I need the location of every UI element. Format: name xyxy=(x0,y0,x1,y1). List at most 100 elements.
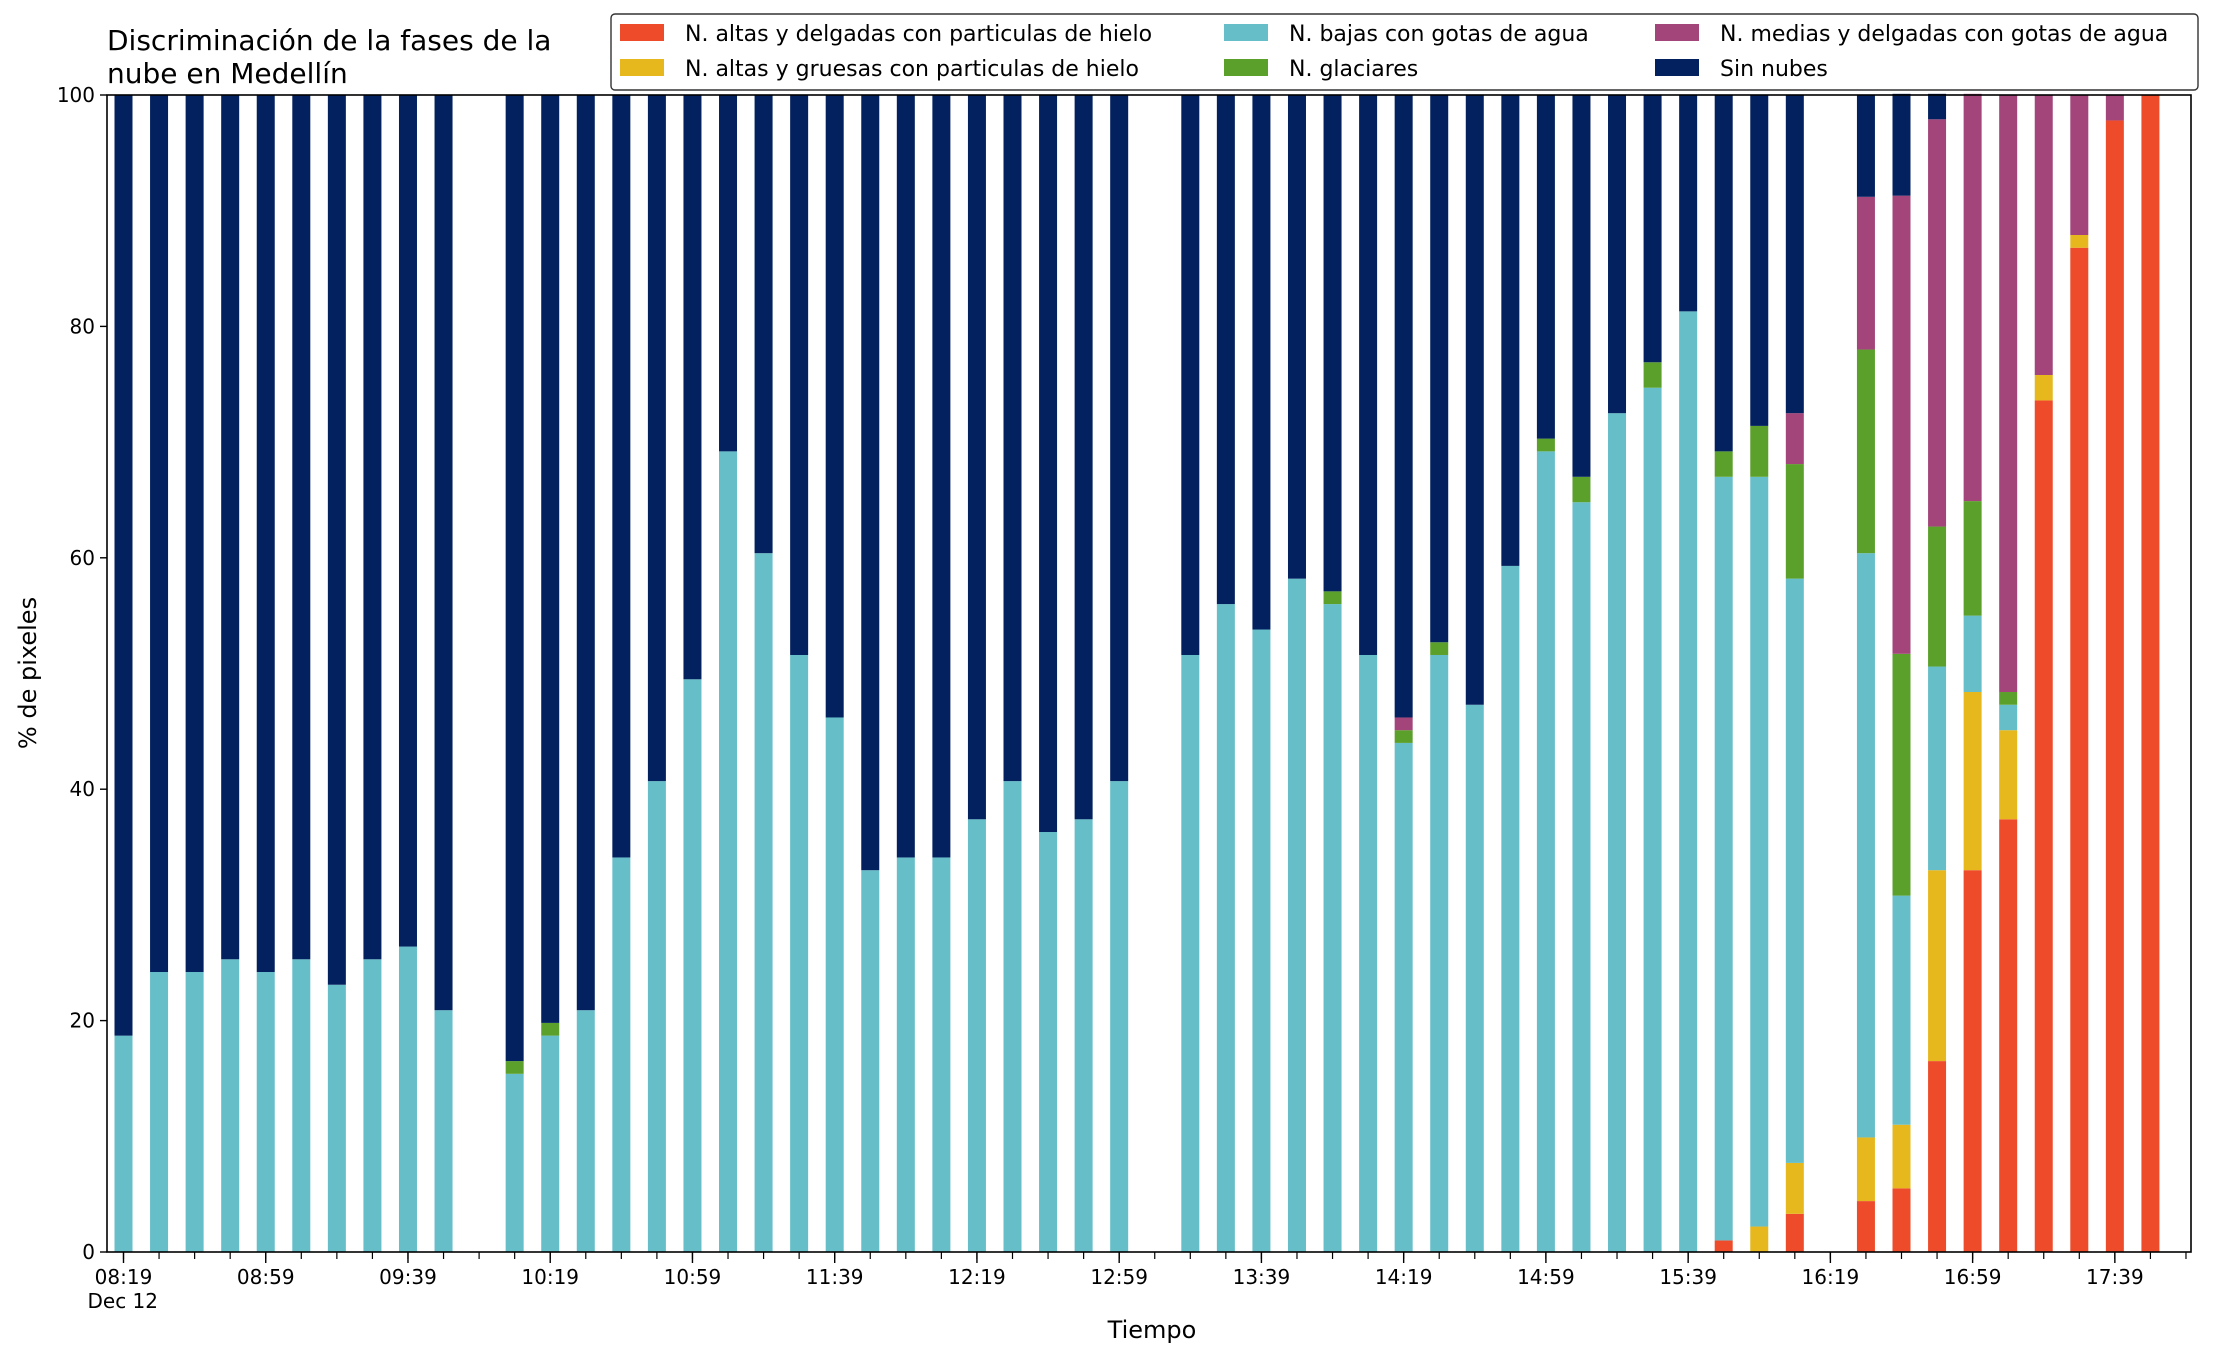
bar-segment-5-12 xyxy=(541,95,560,1023)
x-tick-label: 08:59 xyxy=(237,1265,295,1289)
legend-swatch-2 xyxy=(1224,24,1268,41)
bar-segment-2-51 xyxy=(1928,666,1947,871)
bar-segment-2-46 xyxy=(1750,476,1769,1227)
bar-segment-0-56 xyxy=(2105,120,2124,1253)
bar-segment-2-41 xyxy=(1572,502,1591,1252)
bar-segment-5-25 xyxy=(1003,95,1022,782)
bar-segment-5-32 xyxy=(1252,95,1271,630)
bar-segment-2-42 xyxy=(1608,413,1627,1252)
x-tick-label: 15:39 xyxy=(1659,1265,1717,1289)
bar-segment-0-49 xyxy=(1856,1201,1875,1252)
legend: N. altas y delgadas con particulas de hi… xyxy=(610,13,2199,91)
bar-segment-5-40 xyxy=(1536,95,1555,439)
bar-segment-2-27 xyxy=(1074,819,1093,1252)
bar-segment-5-30 xyxy=(1181,95,1200,655)
bar-segment-5-49 xyxy=(1856,95,1875,197)
bar-segment-0-47 xyxy=(1785,1213,1804,1252)
plot-frame xyxy=(106,94,2192,1253)
legend-swatch-0 xyxy=(620,24,664,41)
bar-segment-3-49 xyxy=(1856,349,1875,554)
bar-segment-5-4 xyxy=(256,95,275,973)
bar-segment-5-44 xyxy=(1679,95,1698,312)
bar-segment-5-47 xyxy=(1785,95,1804,414)
chart-title-line-1: Discriminación de la fases de la xyxy=(107,24,551,57)
bar-segment-5-42 xyxy=(1608,95,1627,414)
bar-segment-4-53 xyxy=(1999,95,2018,693)
bar-segment-2-12 xyxy=(541,1035,560,1252)
bar-segment-2-47 xyxy=(1785,578,1804,1163)
bar-segment-2-39 xyxy=(1501,565,1520,1252)
y-tick-label: 20 xyxy=(70,1009,95,1033)
bar-segment-3-50 xyxy=(1892,653,1911,896)
bar-segment-5-8 xyxy=(398,95,417,947)
bar-segment-5-1 xyxy=(150,95,169,973)
bar-segment-2-13 xyxy=(576,1010,595,1252)
legend-swatch-4 xyxy=(1655,24,1699,41)
bar-segment-2-19 xyxy=(790,654,809,1252)
bar-segment-2-45 xyxy=(1714,476,1733,1241)
bar-segment-5-41 xyxy=(1572,95,1591,477)
bar-segment-5-45 xyxy=(1714,95,1733,452)
bar-segment-2-50 xyxy=(1892,895,1911,1125)
bar-segment-3-53 xyxy=(1999,692,2018,705)
bar-segment-2-3 xyxy=(221,959,240,1252)
legend-swatch-3 xyxy=(1224,59,1268,76)
bar-segment-2-44 xyxy=(1679,311,1698,1252)
bar-segment-4-49 xyxy=(1856,196,1875,350)
bar-segment-2-20 xyxy=(825,717,844,1252)
legend-label-2: N. bajas con gotas de agua xyxy=(1289,22,1589,47)
bar-segment-3-45 xyxy=(1714,451,1733,477)
bar-segment-2-30 xyxy=(1181,654,1200,1252)
y-tick-label: 80 xyxy=(70,314,95,338)
bar-segment-2-49 xyxy=(1856,553,1875,1138)
bar-segment-2-17 xyxy=(719,451,738,1252)
bar-segment-5-22 xyxy=(896,95,915,858)
bar-segment-5-50 xyxy=(1892,93,1911,196)
bar-segment-2-4 xyxy=(256,972,275,1252)
bar-segment-1-49 xyxy=(1856,1137,1875,1202)
bar-segment-3-11 xyxy=(505,1061,524,1074)
bar-segment-5-17 xyxy=(719,95,738,452)
x-tick-label: 10:59 xyxy=(664,1265,722,1289)
bar-segment-5-38 xyxy=(1465,95,1484,705)
bar-segment-2-6 xyxy=(327,984,346,1252)
x-tick-label: 10:19 xyxy=(521,1265,579,1289)
x-date-label: Dec 12 xyxy=(88,1289,159,1313)
x-tick-label: 14:19 xyxy=(1375,1265,1433,1289)
bar-segment-1-54 xyxy=(2034,374,2053,401)
bar-segment-2-34 xyxy=(1323,604,1342,1252)
bar-segment-3-51 xyxy=(1928,526,1947,667)
bar-segment-5-5 xyxy=(292,95,311,960)
bar-segment-5-14 xyxy=(612,95,631,858)
bar-segment-2-16 xyxy=(683,679,702,1252)
bar-segment-3-43 xyxy=(1643,362,1662,388)
y-tick-label: 0 xyxy=(82,1240,95,1264)
bar-segment-2-22 xyxy=(896,857,915,1252)
bar-segment-3-37 xyxy=(1430,642,1449,655)
bar-segment-2-11 xyxy=(505,1073,524,1252)
bar-segment-5-37 xyxy=(1430,95,1449,643)
bar-segment-2-14 xyxy=(612,857,631,1252)
x-tick-label: 13:39 xyxy=(1233,1265,1291,1289)
bar-segment-2-18 xyxy=(754,553,773,1252)
bar-segment-0-45 xyxy=(1714,1240,1733,1252)
y-axis-label: % de pixeles xyxy=(14,597,42,749)
x-tick-label: 11:39 xyxy=(806,1265,864,1289)
bar-segment-5-28 xyxy=(1110,95,1129,782)
bar-segment-2-5 xyxy=(292,959,311,1252)
bar-segment-5-7 xyxy=(363,95,382,960)
bar-segment-5-46 xyxy=(1750,95,1769,426)
bar-segment-3-12 xyxy=(541,1022,560,1036)
bar-segment-0-53 xyxy=(1999,819,2018,1252)
bar-segment-5-24 xyxy=(967,95,986,820)
bar-segment-3-40 xyxy=(1536,438,1555,452)
bar-segment-2-36 xyxy=(1394,742,1413,1252)
legend-label-5: Sin nubes xyxy=(1720,57,1828,82)
bar-segment-3-36 xyxy=(1394,730,1413,743)
bar-segment-2-9 xyxy=(434,1010,453,1252)
bar-segment-4-36 xyxy=(1394,717,1413,731)
bar-segment-2-38 xyxy=(1465,704,1484,1252)
bar-segment-5-15 xyxy=(647,95,666,782)
x-tick-label: 14:59 xyxy=(1517,1265,1575,1289)
